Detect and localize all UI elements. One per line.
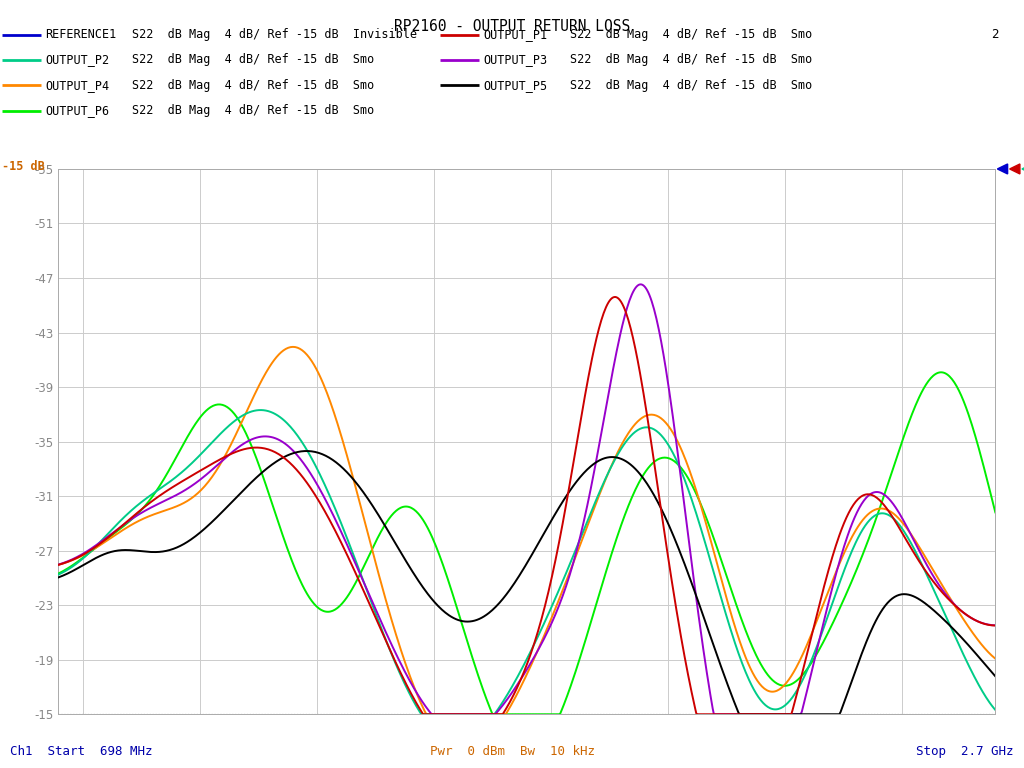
Text: S22  dB Mag  4 dB/ Ref -15 dB  Invisible: S22 dB Mag 4 dB/ Ref -15 dB Invisible xyxy=(132,28,417,41)
Text: OUTPUT_P4: OUTPUT_P4 xyxy=(45,79,110,91)
Text: Pwr  0 dBm  Bw  10 kHz: Pwr 0 dBm Bw 10 kHz xyxy=(429,745,595,757)
Text: S22  dB Mag  4 dB/ Ref -15 dB  Smo: S22 dB Mag 4 dB/ Ref -15 dB Smo xyxy=(570,54,813,66)
Text: OUTPUT_P6: OUTPUT_P6 xyxy=(45,104,110,117)
Text: S22  dB Mag  4 dB/ Ref -15 dB  Smo: S22 dB Mag 4 dB/ Ref -15 dB Smo xyxy=(132,104,375,117)
Text: OUTPUT_P5: OUTPUT_P5 xyxy=(483,79,548,91)
Text: Ch1  Start  698 MHz: Ch1 Start 698 MHz xyxy=(10,745,153,757)
Text: REFERENCE1: REFERENCE1 xyxy=(45,28,117,41)
Text: OUTPUT_P2: OUTPUT_P2 xyxy=(45,54,110,66)
Text: S22  dB Mag  4 dB/ Ref -15 dB  Smo: S22 dB Mag 4 dB/ Ref -15 dB Smo xyxy=(570,28,813,41)
Text: RP2160 - OUTPUT RETURN LOSS: RP2160 - OUTPUT RETURN LOSS xyxy=(394,19,630,35)
Text: OUTPUT_P1: OUTPUT_P1 xyxy=(483,28,548,41)
Text: 2: 2 xyxy=(991,28,998,41)
Text: S22  dB Mag  4 dB/ Ref -15 dB  Smo: S22 dB Mag 4 dB/ Ref -15 dB Smo xyxy=(132,54,375,66)
Text: S22  dB Mag  4 dB/ Ref -15 dB  Smo: S22 dB Mag 4 dB/ Ref -15 dB Smo xyxy=(570,79,813,91)
Text: OUTPUT_P3: OUTPUT_P3 xyxy=(483,54,548,66)
Text: S22  dB Mag  4 dB/ Ref -15 dB  Smo: S22 dB Mag 4 dB/ Ref -15 dB Smo xyxy=(132,79,375,91)
Text: Stop  2.7 GHz: Stop 2.7 GHz xyxy=(916,745,1014,757)
Text: -15 dB: -15 dB xyxy=(2,161,45,173)
